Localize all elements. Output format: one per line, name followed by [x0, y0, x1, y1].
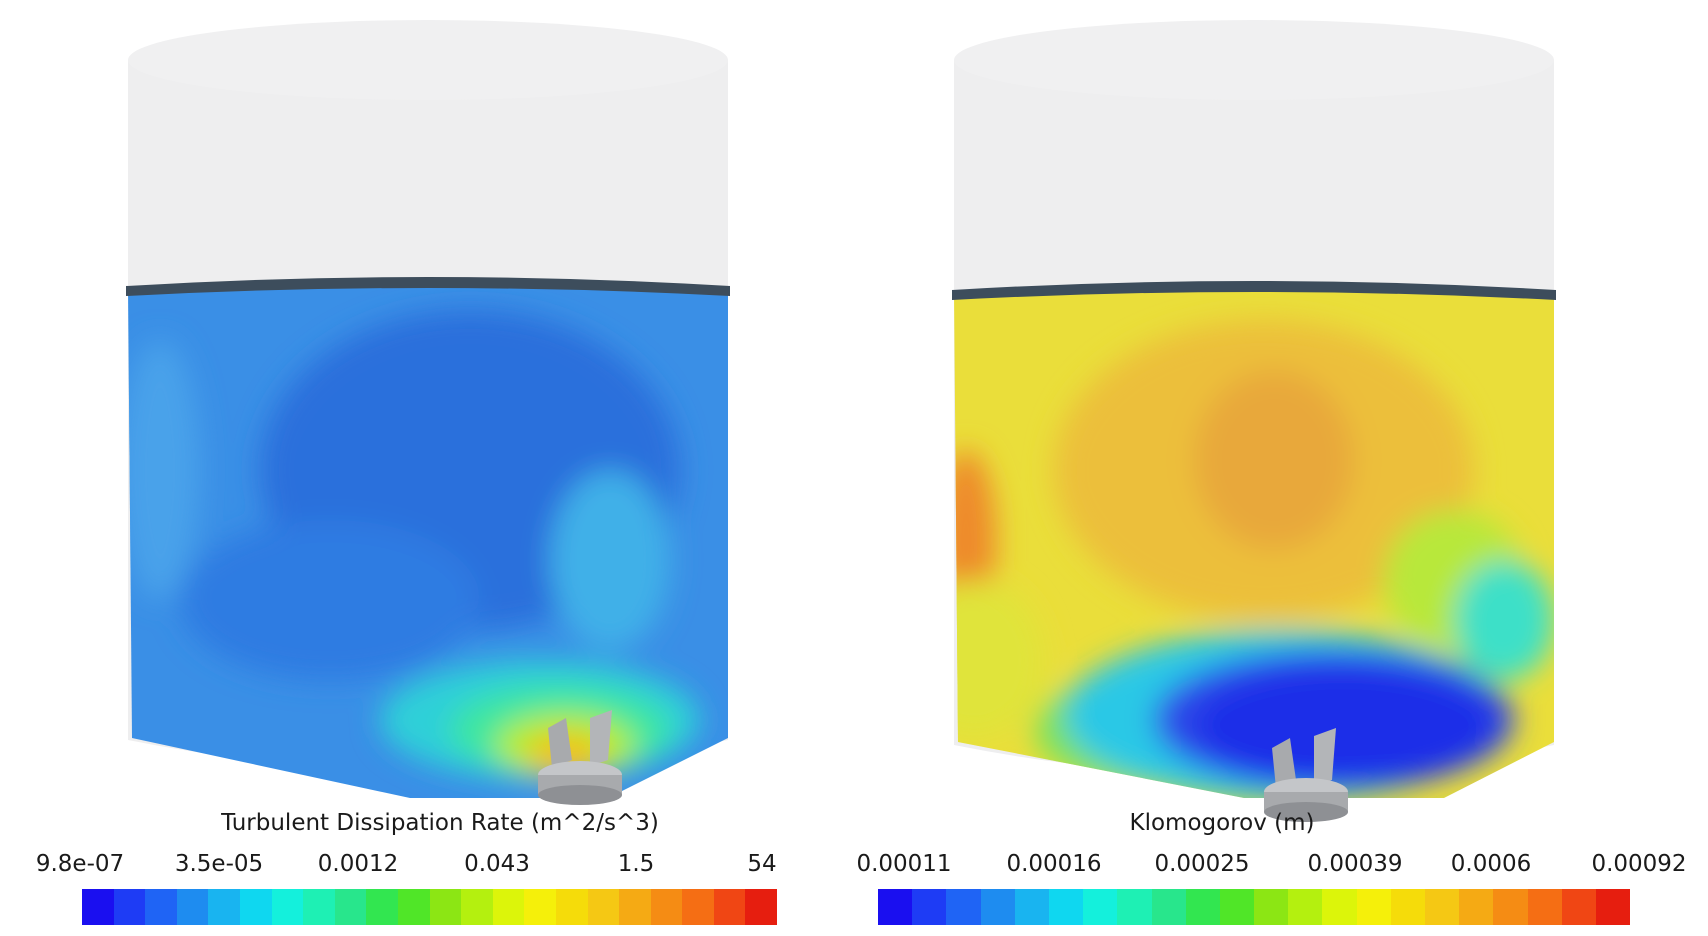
color-bar-segment: [145, 889, 177, 925]
liquid-surface: [126, 277, 730, 296]
color-bar-segment: [208, 889, 240, 925]
legend-tick-label: 0.00011: [856, 851, 952, 877]
legend-tick-label: 0.00025: [1154, 851, 1250, 877]
legend-tick-label: 9.8e-07: [35, 851, 125, 877]
color-bar-segment: [82, 889, 114, 925]
tank-top-rim: [128, 20, 728, 100]
color-bar-segment: [239, 889, 272, 925]
dissipation-rate-panel: Turbulent Dissipation Rate (m^2/s^3) 9.8…: [35, 20, 778, 925]
color-bar: [878, 889, 1631, 925]
color-bar-segment: [1459, 889, 1494, 925]
color-bar-segment: [1288, 889, 1323, 925]
color-bar-segment: [492, 889, 525, 925]
color-bar-segment: [1014, 889, 1049, 925]
color-bar-segment: [650, 889, 683, 925]
color-bar-segment: [429, 889, 462, 925]
color-bar-segment: [176, 889, 209, 925]
liquid-surface: [952, 281, 1556, 300]
color-bar-segment: [1493, 889, 1528, 925]
color-bar-segment: [682, 889, 714, 925]
color-bar-segment: [366, 889, 398, 925]
legend-tick-label: 0.0006: [1450, 851, 1532, 877]
color-bar-segment: [1048, 889, 1084, 925]
color-bar-segment: [946, 889, 981, 925]
tank-dissipation-render: [126, 20, 730, 805]
color-bar-segment: [912, 889, 947, 925]
color-bar-segment: [113, 889, 146, 925]
color-bar-segment: [271, 889, 304, 925]
color-bar-segment: [555, 889, 588, 925]
tank-top-rim: [954, 20, 1554, 100]
color-bar-segment: [619, 889, 651, 925]
color-bar-segment: [1356, 889, 1391, 925]
color-bar-segment: [1219, 889, 1255, 925]
color-bar-segment: [1117, 889, 1152, 925]
color-bar-segment: [980, 889, 1015, 925]
color-bar-segment: [461, 889, 493, 925]
legend-tick-label: 0.043: [464, 851, 530, 877]
color-bar-segment: [334, 889, 367, 925]
legend-tick-label: 3.5e-05: [174, 851, 264, 877]
color-bar-segment: [1151, 889, 1186, 925]
legend-tick-label: 0.0012: [317, 851, 399, 877]
color-bar: [82, 889, 778, 925]
impeller: [1264, 728, 1348, 822]
color-bar-segment: [745, 889, 778, 925]
color-bar-segment: [1595, 889, 1631, 925]
color-bar-segment: [1322, 889, 1357, 925]
legend-title: Turbulent Dissipation Rate (m^2/s^3): [221, 810, 659, 836]
kolmogorov-contour-field: [954, 292, 1554, 798]
color-bar-segment: [1083, 889, 1118, 925]
legend-tick-label: 1.5: [617, 851, 655, 877]
tank-kolmogorov-render: [952, 20, 1556, 822]
color-bar-segment: [1254, 889, 1289, 925]
kolmogorov-panel: Klomogorov (m) 0.00011 0.00016 0.00025 0…: [854, 0, 1708, 936]
legend-tick-label: 54: [747, 851, 777, 877]
color-bar-segment: [1425, 889, 1460, 925]
color-bar-segment: [524, 889, 556, 925]
color-bar-segment: [1527, 889, 1562, 925]
impeller: [538, 710, 622, 805]
legend-tick-label: 0.00016: [1006, 851, 1102, 877]
color-bar-segment: [1561, 889, 1596, 925]
color-bar-segment: [878, 889, 913, 925]
legend-title: Klomogorov (m): [1129, 810, 1315, 836]
color-bar-segment: [303, 889, 335, 925]
color-bar-segment: [713, 889, 746, 925]
color-bar-segment: [1185, 889, 1220, 925]
legend-tick-label: 0.00039: [1307, 851, 1403, 877]
color-bar-segment: [1390, 889, 1425, 925]
dissipation-contour-field: [128, 288, 728, 798]
color-bar-segment: [397, 889, 430, 925]
color-bar-segment: [587, 889, 620, 925]
legend-tick-label: 0.00092: [1591, 851, 1687, 877]
